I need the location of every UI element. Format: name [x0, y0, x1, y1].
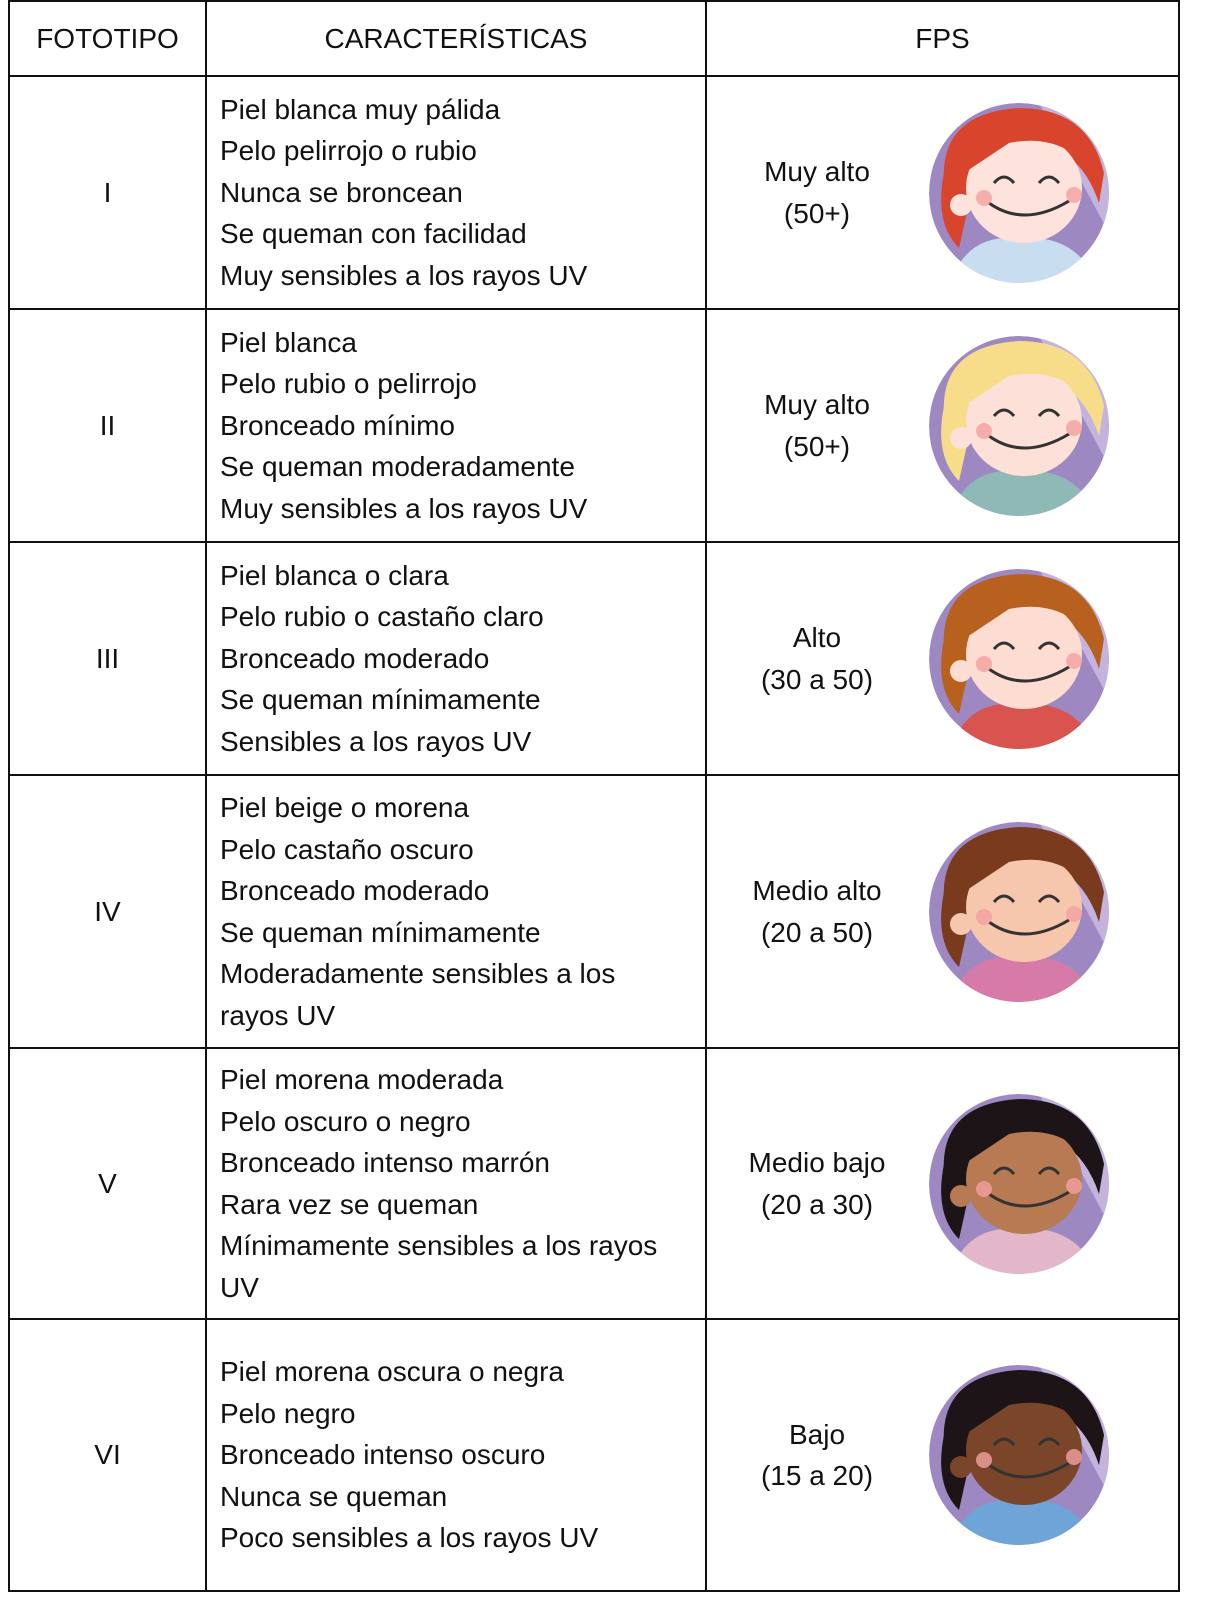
avatar-illustration	[929, 1365, 1109, 1545]
fps-line: (30 a 50)	[760, 663, 874, 695]
fototipo-cell: III	[8, 541, 207, 776]
fps-line: (15 a 20)	[760, 1460, 874, 1491]
caracteristica-line: Bronceado intenso oscuro	[220, 1439, 546, 1471]
header-row: FOTOTIPO CARACTERÍSTICAS FPS	[8, 0, 1180, 77]
fps-text: Medio alto (20 a 50)	[707, 870, 927, 953]
caracteristica-line: Se queman con facilidad	[220, 218, 527, 250]
fps-cell: Muy alto (50+)	[705, 308, 1180, 543]
fps-line: Medio bajo	[748, 1147, 886, 1178]
fps-cell: Medio bajo (20 a 30)	[705, 1047, 1180, 1320]
fps-line: Alto	[792, 622, 842, 653]
fototipo-cell: IV	[8, 774, 207, 1049]
caracteristicas-cell: Piel beige o morena Pelo castaño oscuro Br…	[205, 774, 707, 1049]
fps-cell: Muy alto (50+)	[705, 75, 1180, 310]
caracteristica-line: Mínimamente sensibles a los rayos UV	[220, 1230, 658, 1303]
caracteristica-line: Sensibles a los rayos UV	[220, 725, 532, 757]
fps-cell: Medio alto (20 a 50)	[705, 774, 1180, 1049]
fps-cell: Bajo (15 a 20)	[705, 1318, 1180, 1592]
fototipo-cell: V	[8, 1047, 207, 1320]
avatar-illustration	[929, 335, 1109, 516]
caracteristica-line: Pelo negro	[220, 1397, 356, 1429]
caracteristica-line: Bronceado moderado	[220, 875, 490, 906]
fps-line: Muy alto	[764, 156, 870, 187]
table-row: I Piel blanca muy pálida Pelo pelirrojo o …	[8, 75, 1180, 310]
caracteristica-line: Muy sensibles a los rayos UV	[220, 259, 588, 291]
fototipo-cell: II	[8, 308, 207, 543]
caracteristica-line: Se queman mínimamente	[220, 684, 541, 716]
avatar-illustration	[929, 1093, 1109, 1274]
fps-wrap: Alto (30 a 50)	[707, 567, 1178, 751]
caracteristica-line: Pelo oscuro o negro	[220, 1105, 471, 1137]
fps-line: (20 a 30)	[760, 1188, 874, 1220]
fps-wrap: Medio bajo (20 a 30)	[707, 1092, 1178, 1276]
caracteristica-line: Piel beige o morena	[220, 792, 470, 823]
fps-text: Muy alto (50+)	[707, 384, 927, 467]
fps-line: (50+)	[783, 197, 851, 229]
caracteristica-line: Piel blanca muy pálida	[220, 93, 501, 125]
caracteristica-line: Piel morena oscura o negra	[220, 1356, 564, 1388]
caracteristicas-cell: Piel morena moderada Pelo oscuro o negro B…	[205, 1047, 707, 1320]
table-row: II Piel blanca Pelo rubio o pelirrojo Bronc…	[8, 308, 1180, 543]
caracteristica-line: Bronceado moderado	[220, 642, 490, 674]
caracteristicas-cell: Piel blanca Pelo rubio o pelirrojo Broncea…	[205, 308, 707, 543]
caracteristica-line: Piel morena moderada	[220, 1064, 504, 1095]
fps-line: (50+)	[783, 430, 851, 462]
fps-wrap: Muy alto (50+)	[707, 334, 1178, 518]
fototipo-cell: I	[8, 75, 207, 310]
caracteristica-line: Nunca se queman	[220, 1480, 448, 1512]
header-cell: FPS	[705, 0, 1180, 77]
fps-text: Bajo (15 a 20)	[707, 1414, 927, 1497]
caracteristica-line: Pelo rubio o castaño claro	[220, 601, 544, 633]
fps-wrap: Bajo (15 a 20)	[707, 1363, 1178, 1547]
fps-text: Muy alto (50+)	[707, 151, 927, 234]
caracteristica-line: Piel blanca o clara	[220, 559, 449, 591]
caracteristica-line: Rara vez se queman	[220, 1188, 479, 1220]
caracteristicas-cell: Piel morena oscura o negra Pelo negro Bron…	[205, 1318, 707, 1592]
caracteristica-line: Pelo castaño oscuro	[220, 833, 474, 865]
fps-line: Bajo	[788, 1418, 846, 1450]
table-row: III Piel blanca o clara Pelo rubio o casta…	[8, 541, 1180, 776]
header-cell: FOTOTIPO	[8, 0, 207, 77]
caracteristica-line: Se queman mínimamente	[220, 916, 541, 948]
fototipo-cell: VI	[8, 1318, 207, 1592]
table-row: V Piel morena moderada Pelo oscuro o negro…	[8, 1047, 1180, 1320]
caracteristicas-cell: Piel blanca o clara Pelo rubio o castaño …	[205, 541, 707, 776]
caracteristica-line: Muy sensibles a los rayos UV	[220, 492, 588, 524]
caracteristica-line: Bronceado mínimo	[220, 409, 456, 441]
avatar-illustration	[929, 821, 1109, 1002]
caracteristica-line: Piel blanca	[220, 326, 357, 358]
fps-line: Medio alto	[752, 875, 882, 906]
fps-text: Medio bajo (20 a 30)	[707, 1142, 927, 1225]
caracteristicas-cell: Piel blanca muy pálida Pelo pelirrojo o r…	[205, 75, 707, 310]
caracteristica-line: Se queman moderadamente	[220, 451, 575, 483]
fps-line: Muy alto	[764, 389, 870, 420]
table-row: VI Piel morena oscura o negra Pelo negro Br…	[8, 1318, 1180, 1592]
caracteristica-line: Poco sensibles a los rayos UV	[220, 1522, 599, 1554]
caracteristica-line: Bronceado intenso marrón	[220, 1147, 550, 1178]
caracteristica-line: Nunca se broncean	[220, 176, 463, 208]
avatar-illustration	[929, 102, 1109, 283]
fps-wrap: Medio alto (20 a 50)	[707, 820, 1178, 1004]
fps-wrap: Muy alto (50+)	[707, 101, 1178, 285]
caracteristica-line: Moderadamente sensibles a los rayos UV	[220, 958, 616, 1031]
table-row: IV Piel beige o morena Pelo castaño oscuro…	[8, 774, 1180, 1049]
header-cell: CARACTERÍSTICAS	[205, 0, 707, 77]
fototipo-table: FOTOTIPO CARACTERÍSTICAS FPS I Piel blanc…	[8, 0, 1180, 1592]
fps-cell: Alto (30 a 50)	[705, 541, 1180, 776]
fps-line: (20 a 50)	[760, 916, 874, 948]
fps-text: Alto (30 a 50)	[707, 617, 927, 700]
caracteristica-line: Pelo pelirrojo o rubio	[220, 135, 477, 167]
avatar-illustration	[929, 568, 1109, 749]
caracteristica-line: Pelo rubio o pelirrojo	[220, 368, 477, 400]
